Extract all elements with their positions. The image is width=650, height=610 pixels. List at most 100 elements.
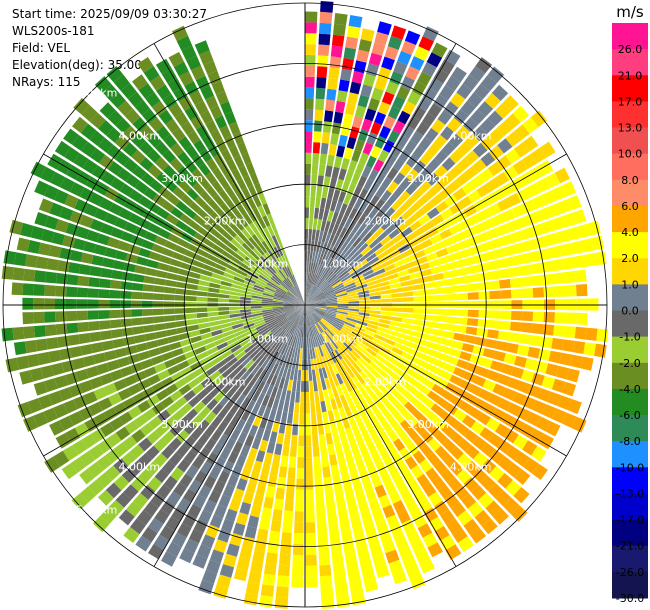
velocity-gate: [138, 247, 151, 258]
velocity-gate: [38, 394, 53, 410]
velocity-gate: [260, 272, 271, 281]
velocity-gate: [327, 273, 337, 283]
velocity-gate: [456, 157, 471, 172]
velocity-gate: [446, 355, 459, 366]
velocity-gate: [476, 272, 489, 282]
velocity-gate: [305, 424, 311, 436]
velocity-gate: [305, 305, 316, 309]
velocity-gate: [348, 265, 359, 275]
velocity-gate: [401, 249, 413, 259]
velocity-gate: [434, 500, 449, 516]
velocity-gate: [404, 401, 417, 414]
velocity-gate: [230, 256, 242, 266]
velocity-gate: [176, 275, 189, 283]
velocity-gate: [332, 374, 340, 387]
velocity-gate: [276, 288, 287, 295]
velocity-gate: [30, 161, 46, 178]
velocity-gate: [300, 391, 305, 403]
velocity-gate: [34, 270, 47, 283]
velocity-gate: [200, 269, 213, 277]
velocity-gate: [322, 466, 331, 478]
velocity-gate: [123, 336, 136, 346]
velocity-gate: [247, 515, 260, 529]
colorbar-tick-label: 6.0: [621, 200, 639, 213]
velocity-gate: [100, 507, 117, 524]
velocity-gate: [198, 322, 210, 330]
velocity-gate: [315, 335, 321, 347]
velocity-gate: [346, 560, 360, 574]
velocity-gate: [305, 533, 316, 545]
velocity-gate: [1, 327, 14, 342]
velocity-gate: [305, 305, 316, 309]
velocity-gate: [369, 295, 381, 300]
velocity-gate: [413, 207, 427, 220]
velocity-gate: [108, 500, 125, 516]
velocity-gate: [309, 285, 315, 296]
velocity-gate: [531, 194, 546, 210]
velocity-gate: [216, 258, 229, 268]
velocity-gate: [231, 283, 243, 290]
velocity-gate: [320, 142, 329, 155]
velocity-gate: [168, 51, 184, 67]
velocity-gate: [231, 390, 242, 402]
velocity-gate: [315, 401, 322, 414]
velocity-gate: [156, 337, 169, 347]
velocity-gate: [308, 218, 314, 230]
velocity-gate: [206, 346, 219, 356]
velocity-gate: [406, 414, 419, 427]
velocity-gate: [305, 457, 313, 469]
velocity-gate: [62, 235, 76, 248]
velocity-gate: [314, 275, 321, 286]
velocity-gate: [445, 293, 458, 301]
velocity-gate: [87, 299, 99, 309]
velocity-gate: [219, 125, 232, 139]
velocity-gate: [410, 465, 424, 479]
velocity-gate: [305, 302, 316, 305]
velocity-gate: [343, 484, 354, 497]
velocity-gate: [336, 90, 348, 103]
velocity-gate: [391, 199, 403, 211]
velocity-gate: [224, 172, 236, 185]
velocity-gate: [323, 269, 332, 280]
velocity-gate: [580, 238, 594, 253]
velocity-gate: [576, 284, 588, 297]
velocity-gate: [192, 259, 205, 269]
velocity-gate: [297, 369, 302, 381]
velocity-gate: [210, 429, 223, 442]
velocity-gate: [383, 115, 396, 130]
velocity-gate: [374, 333, 386, 342]
velocity-gate: [420, 332, 432, 341]
velocity-gate: [282, 280, 291, 290]
velocity-gate: [93, 244, 107, 256]
ring-label: 1.00km: [322, 257, 364, 270]
velocity-gate: [146, 259, 159, 269]
velocity-gate: [257, 258, 268, 268]
velocity-gate: [58, 387, 73, 402]
velocity-gate: [249, 268, 260, 277]
velocity-gate: [54, 140, 71, 157]
velocity-gate: [405, 341, 418, 350]
velocity-gate: [316, 77, 327, 89]
colorbar-tick-label: -6.0: [619, 409, 640, 422]
velocity-gate: [346, 289, 358, 295]
velocity-gate: [323, 288, 334, 295]
velocity-gate: [231, 168, 243, 182]
velocity-gate: [377, 66, 392, 81]
velocity-gate: [110, 369, 124, 382]
velocity-gate: [334, 486, 344, 499]
velocity-gate: [319, 356, 325, 368]
velocity-gate: [537, 248, 551, 261]
velocity-gate: [388, 228, 401, 240]
velocity-gate: [328, 67, 340, 80]
velocity-gate: [447, 416, 461, 430]
velocity-gate: [145, 445, 160, 460]
velocity-gate: [417, 523, 433, 538]
velocity-gate: [324, 244, 331, 255]
velocity-gate: [505, 480, 522, 496]
velocity-gate: [295, 300, 305, 305]
velocity-gate: [315, 305, 327, 307]
velocity-gate: [380, 433, 392, 447]
velocity-gate: [352, 376, 362, 388]
velocity-gate: [311, 369, 317, 381]
velocity-gate: [144, 231, 158, 243]
